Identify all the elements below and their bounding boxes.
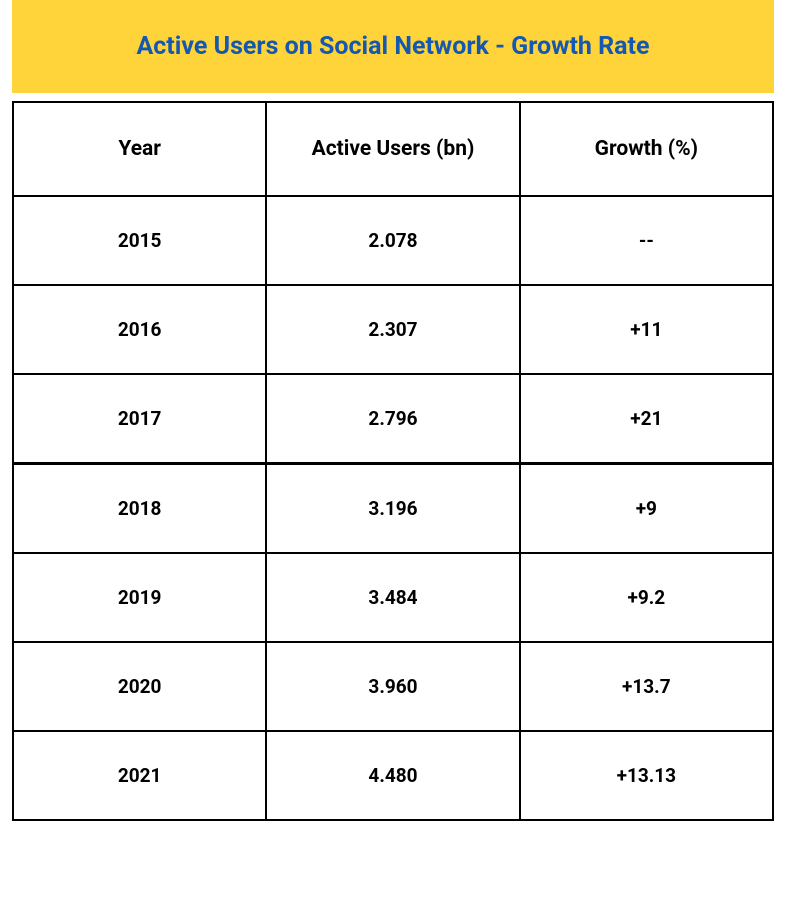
cell-year: 2021 — [13, 731, 266, 820]
col-header-growth: Growth (%) — [520, 102, 773, 196]
cell-active-users: 2.078 — [266, 196, 519, 285]
cell-year: 2018 — [13, 464, 266, 554]
table-row: 2019 3.484 +9.2 — [13, 553, 773, 642]
growth-table: Year Active Users (bn) Growth (%) 2015 2… — [12, 101, 774, 821]
cell-growth: -- — [520, 196, 773, 285]
table-row: 2018 3.196 +9 — [13, 464, 773, 554]
cell-growth: +13.13 — [520, 731, 773, 820]
cell-active-users: 3.960 — [266, 642, 519, 731]
table-body: 2015 2.078 -- 2016 2.307 +11 2017 2.796 … — [13, 196, 773, 820]
cell-active-users: 2.307 — [266, 285, 519, 374]
cell-active-users: 3.196 — [266, 464, 519, 554]
cell-year: 2016 — [13, 285, 266, 374]
cell-growth: +9 — [520, 464, 773, 554]
table-row: 2017 2.796 +21 — [13, 374, 773, 464]
page-title: Active Users on Social Network - Growth … — [22, 32, 764, 61]
cell-active-users: 2.796 — [266, 374, 519, 464]
table-row: 2021 4.480 +13.13 — [13, 731, 773, 820]
cell-year: 2017 — [13, 374, 266, 464]
cell-growth: +9.2 — [520, 553, 773, 642]
title-banner: Active Users on Social Network - Growth … — [12, 0, 774, 93]
cell-growth: +13.7 — [520, 642, 773, 731]
table-header-row: Year Active Users (bn) Growth (%) — [13, 102, 773, 196]
table-row: 2016 2.307 +11 — [13, 285, 773, 374]
cell-year: 2020 — [13, 642, 266, 731]
table-row: 2015 2.078 -- — [13, 196, 773, 285]
cell-active-users: 4.480 — [266, 731, 519, 820]
col-header-active-users: Active Users (bn) — [266, 102, 519, 196]
cell-growth: +21 — [520, 374, 773, 464]
cell-active-users: 3.484 — [266, 553, 519, 642]
page-container: Active Users on Social Network - Growth … — [0, 0, 786, 833]
table-row: 2020 3.960 +13.7 — [13, 642, 773, 731]
cell-year: 2019 — [13, 553, 266, 642]
cell-growth: +11 — [520, 285, 773, 374]
col-header-year: Year — [13, 102, 266, 196]
cell-year: 2015 — [13, 196, 266, 285]
